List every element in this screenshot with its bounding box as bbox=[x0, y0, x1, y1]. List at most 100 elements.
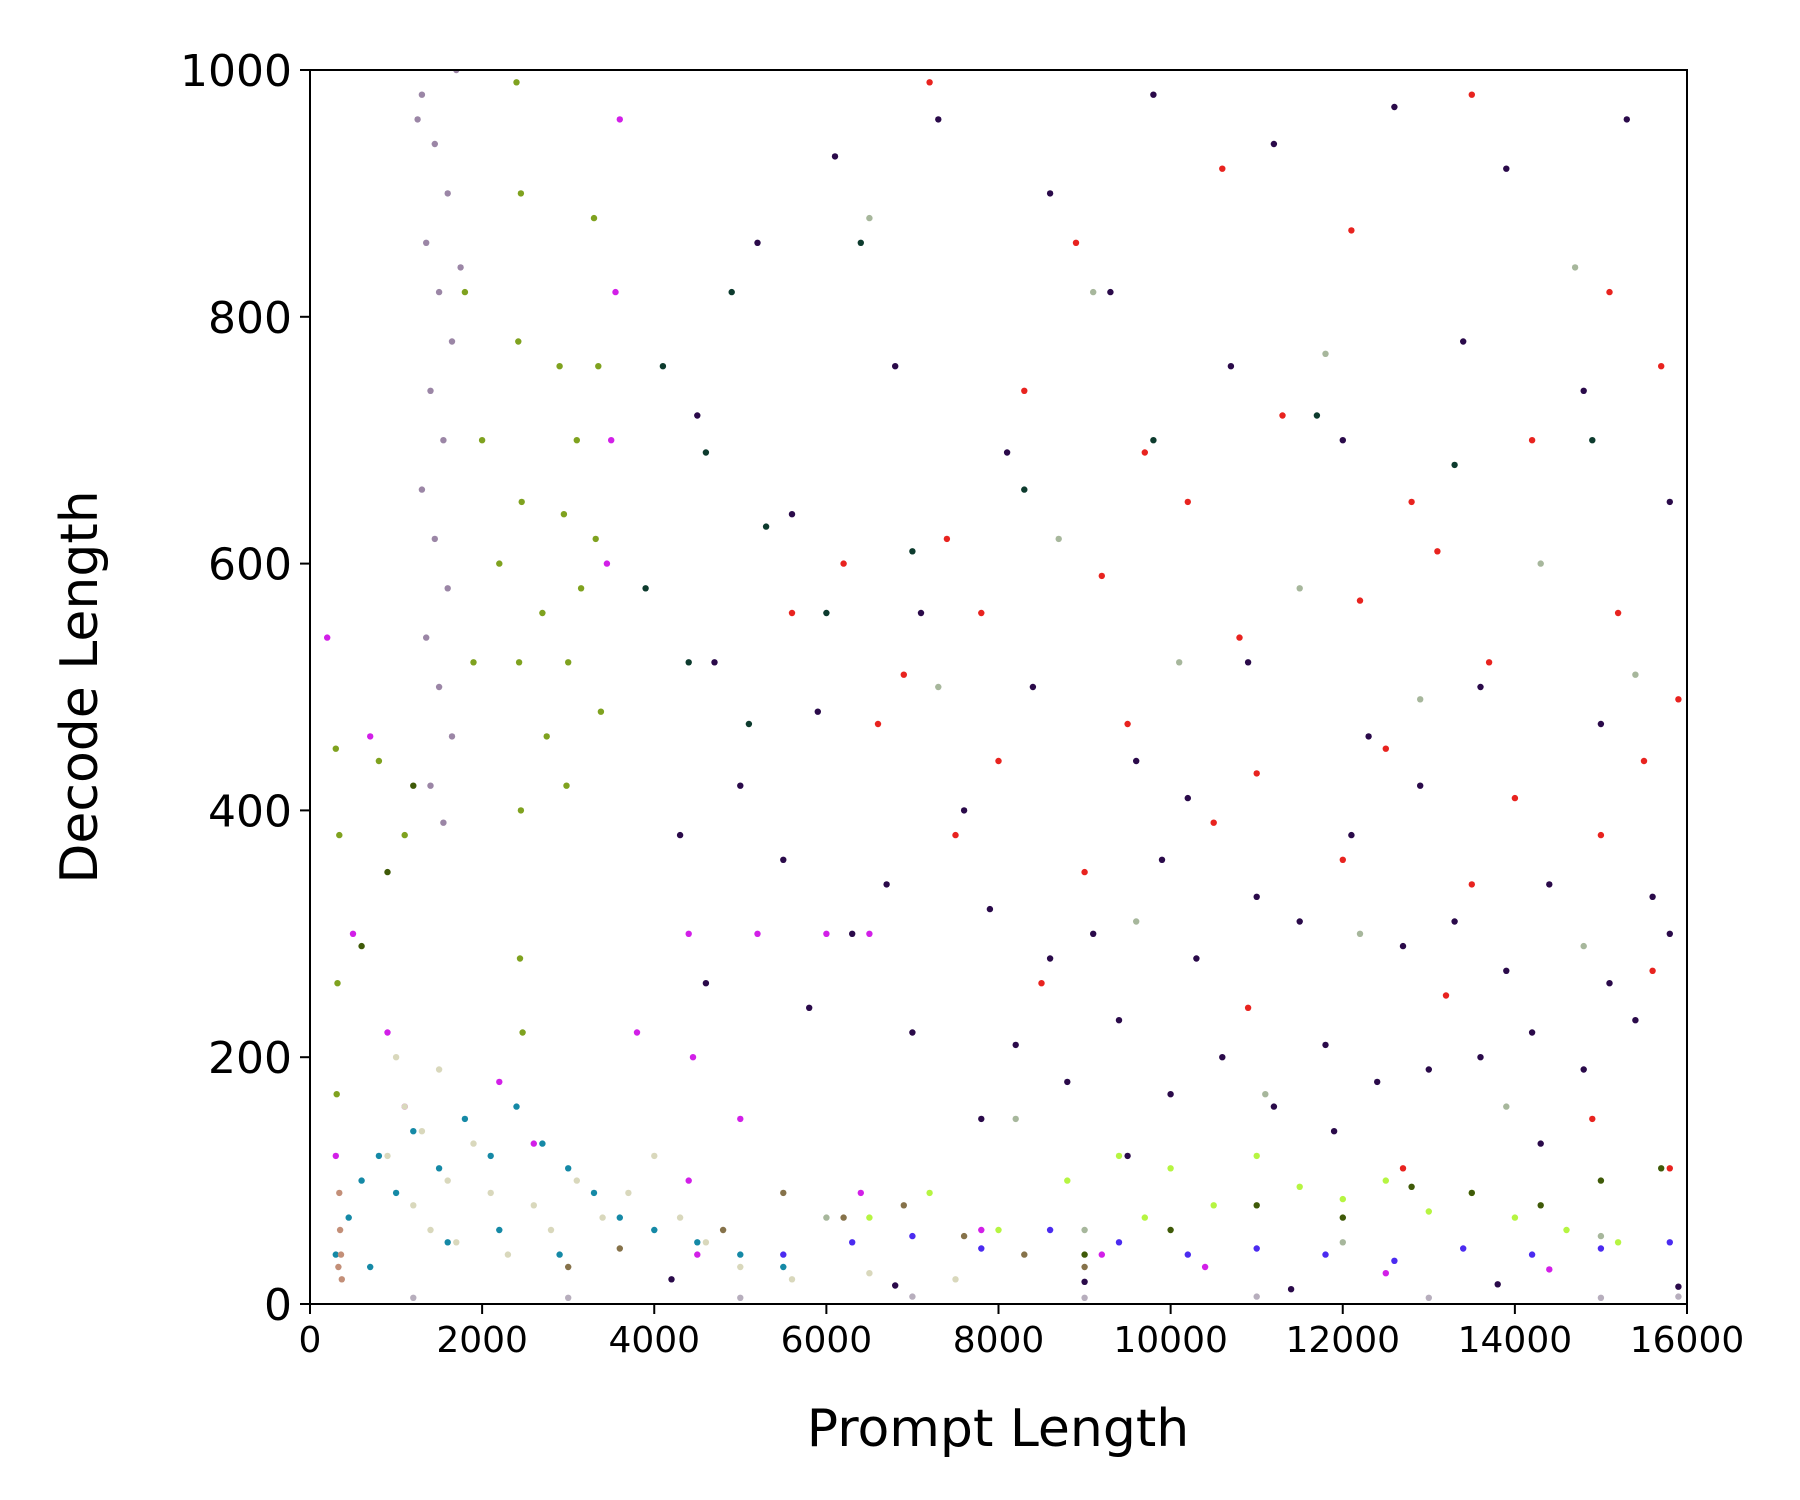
point-14-2 bbox=[737, 1294, 744, 1302]
point-5-11 bbox=[563, 782, 570, 789]
point-1-15 bbox=[1236, 634, 1243, 641]
point-0-63 bbox=[1649, 893, 1656, 900]
y-tick-label: 600 bbox=[208, 540, 292, 591]
x-tick-label: 10000 bbox=[1113, 1320, 1228, 1361]
point-5-0 bbox=[513, 79, 520, 86]
point-4-9 bbox=[431, 535, 438, 543]
point-10-8 bbox=[1322, 1251, 1329, 1258]
point-1-14 bbox=[1098, 572, 1106, 580]
point-1-43 bbox=[788, 609, 796, 617]
point-5-29 bbox=[401, 831, 408, 839]
point-5-16 bbox=[573, 437, 580, 444]
point-8-12 bbox=[530, 1202, 537, 1209]
point-4-11 bbox=[423, 634, 430, 641]
point-6-7 bbox=[866, 930, 873, 937]
series-10 bbox=[780, 1226, 1674, 1265]
point-1-9 bbox=[1408, 498, 1415, 506]
point-7-8 bbox=[487, 1152, 494, 1160]
point-4-0 bbox=[418, 91, 426, 98]
point-1-31 bbox=[1468, 881, 1476, 888]
point-3-11 bbox=[1451, 461, 1458, 469]
point-12-8 bbox=[1081, 1263, 1088, 1271]
point-0-34 bbox=[1296, 918, 1303, 925]
point-0-31 bbox=[986, 905, 994, 913]
point-0-11 bbox=[892, 363, 899, 370]
x-tick-label: 6000 bbox=[781, 1320, 873, 1361]
x-tick-label: 2000 bbox=[436, 1320, 528, 1361]
point-9-10 bbox=[1339, 1195, 1347, 1203]
point-2-7 bbox=[935, 683, 942, 691]
point-2-3 bbox=[1571, 264, 1579, 271]
point-13-3 bbox=[335, 1263, 342, 1271]
point-6-26 bbox=[1546, 1266, 1553, 1273]
point-0-46 bbox=[1425, 1066, 1433, 1073]
point-12-3 bbox=[900, 1202, 907, 1209]
point-5-25 bbox=[478, 437, 486, 444]
x-tick-label: 4000 bbox=[608, 1320, 700, 1361]
point-3-7 bbox=[909, 548, 916, 555]
point-5-19 bbox=[543, 733, 550, 740]
point-9-2 bbox=[995, 1226, 1002, 1234]
point-3-3 bbox=[642, 585, 649, 592]
point-0-29 bbox=[780, 856, 787, 863]
point-9-11 bbox=[1382, 1177, 1390, 1184]
point-0-51 bbox=[1270, 1103, 1278, 1110]
point-2-1 bbox=[1090, 288, 1097, 296]
point-1-25 bbox=[1511, 794, 1519, 802]
point-1-33 bbox=[1038, 980, 1045, 987]
point-0-49 bbox=[1064, 1078, 1071, 1086]
point-0-8 bbox=[1623, 116, 1631, 123]
point-0-27 bbox=[1597, 720, 1605, 728]
point-12-5 bbox=[1021, 1251, 1028, 1258]
point-9-7 bbox=[1210, 1202, 1217, 1209]
point-0-22 bbox=[1029, 683, 1037, 691]
y-axis: 0 200 400 600 800 1000 bbox=[180, 46, 310, 1331]
point-2-20 bbox=[1597, 1232, 1605, 1240]
point-2-2 bbox=[1322, 350, 1329, 357]
point-4-12 bbox=[435, 683, 443, 691]
point-0-54 bbox=[1580, 1066, 1587, 1073]
point-7-5 bbox=[410, 1128, 417, 1135]
point-11-0 bbox=[1081, 1251, 1088, 1258]
point-6-15 bbox=[384, 1029, 391, 1036]
point-0-72 bbox=[892, 1282, 899, 1289]
point-9-5 bbox=[1141, 1214, 1149, 1221]
point-0-56 bbox=[1158, 856, 1166, 863]
point-3-14 bbox=[857, 239, 864, 246]
point-6-13 bbox=[332, 1152, 339, 1160]
point-8-2 bbox=[401, 1103, 408, 1110]
point-0-5 bbox=[1270, 140, 1278, 148]
point-0-44 bbox=[1219, 1054, 1226, 1061]
point-3-6 bbox=[823, 609, 830, 617]
point-0-40 bbox=[806, 1004, 813, 1011]
point-9-12 bbox=[1425, 1208, 1433, 1215]
point-0-30 bbox=[883, 881, 890, 888]
point-3-4 bbox=[685, 659, 692, 666]
point-8-4 bbox=[418, 1128, 426, 1135]
point-1-22 bbox=[1124, 720, 1131, 728]
point-7-15 bbox=[694, 1239, 701, 1246]
point-4-1 bbox=[431, 140, 438, 148]
x-tick-label: 8000 bbox=[953, 1320, 1045, 1361]
point-6-9 bbox=[685, 1177, 692, 1184]
point-2-8 bbox=[1176, 659, 1183, 666]
series-11 bbox=[358, 782, 1665, 1258]
point-6-20 bbox=[737, 1115, 744, 1123]
point-5-12 bbox=[590, 214, 598, 222]
point-0-48 bbox=[1632, 1017, 1639, 1024]
point-0-12 bbox=[1003, 449, 1011, 456]
series-6 bbox=[324, 116, 1553, 1277]
point-11-4 bbox=[1408, 1183, 1415, 1191]
point-6-25 bbox=[1382, 1270, 1390, 1277]
point-9-3 bbox=[1064, 1177, 1071, 1184]
point-6-14 bbox=[324, 634, 331, 641]
point-14-1 bbox=[565, 1294, 572, 1302]
point-0-33 bbox=[1193, 955, 1200, 962]
point-1-39 bbox=[1399, 1165, 1407, 1172]
point-4-7 bbox=[440, 437, 447, 444]
point-0-4 bbox=[1150, 91, 1157, 98]
point-1-28 bbox=[1081, 868, 1088, 876]
point-5-4 bbox=[515, 659, 523, 666]
point-10-0 bbox=[780, 1251, 787, 1258]
point-6-11 bbox=[367, 733, 374, 740]
